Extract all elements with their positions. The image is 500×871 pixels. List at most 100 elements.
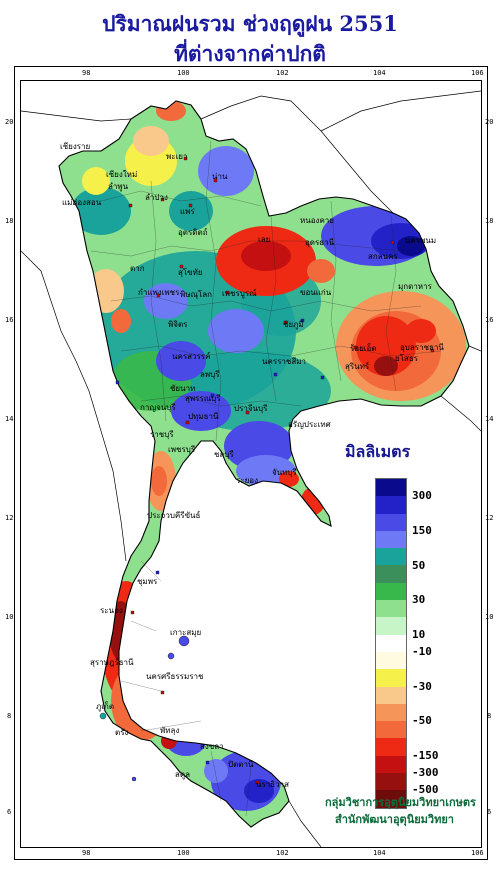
- place-label: จันทบุรี: [272, 468, 297, 477]
- place-label: พะเยา: [166, 152, 188, 161]
- place-label: น่าน: [212, 172, 228, 181]
- legend-swatch: [375, 790, 407, 809]
- legend-swatch: [375, 703, 407, 722]
- lat-tick-8-left: 8: [7, 712, 12, 720]
- lon-tick-100-top: 100: [177, 69, 190, 77]
- place-label: มุกดาหาร: [398, 282, 432, 291]
- lon-tick-98-top: 98: [82, 69, 91, 77]
- map-title-line2: ที่ต่างจากค่าปกติ: [174, 41, 326, 66]
- lon-tick-102-bottom: 102: [276, 849, 289, 857]
- legend-swatch: [375, 600, 407, 618]
- lon-tick-106-top: 106: [471, 69, 484, 77]
- neighbour-borders: [21, 90, 481, 847]
- place-label: เกาะสมุย: [170, 628, 202, 637]
- place-label: แพร่: [180, 207, 195, 216]
- place-label: ร้อยเอ็ด: [350, 344, 377, 353]
- color-legend: [375, 478, 407, 809]
- place-label: ลำปาง: [145, 193, 168, 202]
- credit-line2: สำนักพัฒนาอุตุนิยมวิทยา: [335, 813, 454, 826]
- place-label: ตรัง: [115, 728, 129, 737]
- lon-tick-100-bottom: 100: [177, 849, 190, 857]
- place-label: นครศรีธรรมราช: [146, 672, 204, 681]
- legend-swatch: [375, 548, 407, 566]
- place-label: เพชรบูรณ์: [222, 289, 257, 298]
- place-label: ภูเก็ต: [96, 702, 115, 711]
- place-label: อรัญประเทศ: [288, 420, 331, 429]
- legend-swatch: [375, 755, 407, 774]
- place-label: อุดรธานี: [305, 238, 335, 247]
- place-label: สงขลา: [200, 742, 224, 751]
- place-label: แม่ฮ่องสอน: [62, 198, 102, 207]
- legend-label: 300: [412, 489, 432, 503]
- place-label: ขอนแก่น: [300, 288, 332, 297]
- place-label: ระนอง: [100, 606, 123, 615]
- place-label: อุตรดิตถ์: [178, 228, 208, 237]
- legend-swatch: [375, 478, 407, 497]
- place-label: ตาก: [130, 264, 145, 273]
- place-label: ราชบุรี: [150, 430, 174, 439]
- lat-tick-20-right: 20: [485, 118, 494, 126]
- lat-tick-6-right: 6: [487, 808, 492, 816]
- credit-line1: กลุ่มวิชาการอุตุนิยมวิทยาเกษตร: [325, 796, 476, 809]
- place-label: เชียงใหม่: [106, 170, 138, 179]
- lat-tick-20-left: 20: [5, 118, 14, 126]
- legend-swatch: [375, 582, 407, 601]
- place-label: นครราชสีมา: [262, 357, 306, 366]
- place-label: ปราจีนบุรี: [234, 404, 268, 413]
- legend-swatch: [375, 651, 407, 670]
- lat-tick-18-right: 18: [485, 217, 494, 225]
- place-label: ชลบุรี: [214, 450, 234, 459]
- legend-label: -50: [412, 714, 432, 728]
- lon-tick-98-bottom: 98: [82, 849, 91, 857]
- station-markers: [115, 156, 435, 785]
- place-label: นครพนม: [405, 236, 437, 245]
- map-title-line1: ปริมาณฝนรวม ช่วงฤดูฝน 2551: [102, 11, 398, 36]
- legend-label: -500: [412, 783, 439, 797]
- lat-tick-12-left: 12: [5, 514, 14, 522]
- place-label: สุพรรณบุรี: [185, 394, 221, 403]
- place-label: สุราษฎร์ธานี: [90, 658, 134, 667]
- place-label: นครสวรรค์: [172, 352, 211, 361]
- legend-label: 30: [412, 593, 426, 607]
- lat-tick-8-right: 8: [487, 712, 492, 720]
- legend-swatch: [375, 617, 407, 635]
- place-label: กาญจนบุรี: [140, 403, 176, 412]
- place-label: สุรินทร์: [345, 362, 370, 371]
- lon-tick-104-top: 104: [373, 69, 386, 77]
- place-label: หนองคาย: [300, 216, 334, 225]
- lat-tick-16-left: 16: [5, 316, 14, 324]
- lat-tick-16-right: 16: [485, 316, 494, 324]
- legend-swatch: [375, 565, 407, 583]
- place-label: เลย: [258, 235, 271, 244]
- legend-swatch: [375, 669, 407, 687]
- place-label: ยโสธร: [395, 354, 419, 363]
- place-label: ระยอง: [236, 476, 258, 485]
- lat-tick-10-right: 10: [485, 613, 494, 621]
- place-label: พิจิตร: [168, 320, 188, 329]
- place-label: ปัตตานี: [228, 760, 254, 769]
- place-label: สกลนคร: [368, 252, 398, 261]
- legend-label: -30: [412, 679, 432, 693]
- islands: [99, 635, 190, 782]
- place-label: อุบลราชธานี: [400, 343, 444, 352]
- lat-tick-10-left: 10: [5, 613, 14, 621]
- legend-label: 150: [412, 523, 432, 537]
- lat-tick-14-right: 14: [485, 415, 494, 423]
- legend-swatch: [375, 721, 407, 739]
- place-label: ชัยภูมิ: [283, 320, 304, 329]
- place-label: นราธิวาส: [256, 780, 290, 789]
- place-label: พิษณุโลก: [180, 290, 213, 299]
- lon-tick-104-bottom: 104: [373, 849, 386, 857]
- place-label: เพชรบุรี: [168, 445, 196, 454]
- lat-tick-6-left: 6: [7, 808, 12, 816]
- place-label: ลพบุรี: [200, 370, 220, 379]
- legend-swatch: [375, 530, 407, 549]
- legend-label: 10: [412, 627, 426, 641]
- place-label: ปทุมธานี: [188, 412, 219, 421]
- legend-label: -300: [412, 766, 439, 780]
- lat-tick-12-right: 12: [485, 514, 494, 522]
- place-label: สตูล: [175, 770, 190, 779]
- lat-tick-18-left: 18: [5, 217, 14, 225]
- legend-label: -150: [412, 748, 439, 762]
- legend-swatch: [375, 513, 407, 531]
